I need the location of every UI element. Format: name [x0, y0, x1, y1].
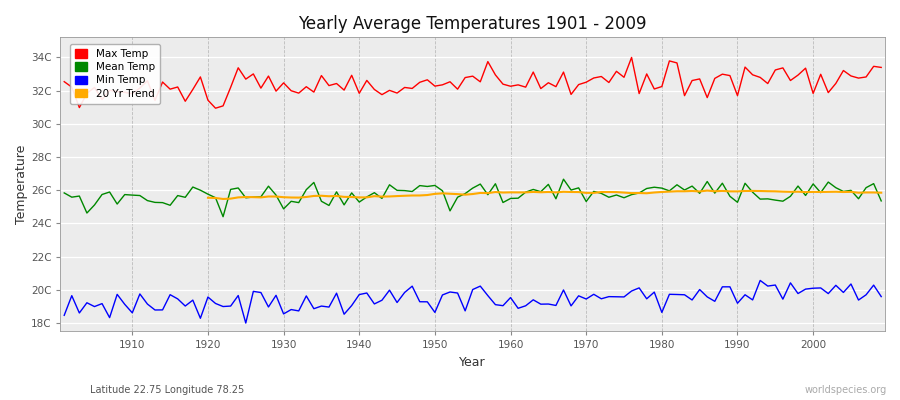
Y-axis label: Temperature: Temperature	[15, 145, 28, 224]
Legend: Max Temp, Mean Temp, Min Temp, 20 Yr Trend: Max Temp, Mean Temp, Min Temp, 20 Yr Tre…	[70, 44, 160, 104]
Text: Latitude 22.75 Longitude 78.25: Latitude 22.75 Longitude 78.25	[90, 385, 244, 395]
X-axis label: Year: Year	[459, 356, 486, 369]
Text: worldspecies.org: worldspecies.org	[805, 385, 886, 395]
Title: Yearly Average Temperatures 1901 - 2009: Yearly Average Temperatures 1901 - 2009	[299, 15, 647, 33]
